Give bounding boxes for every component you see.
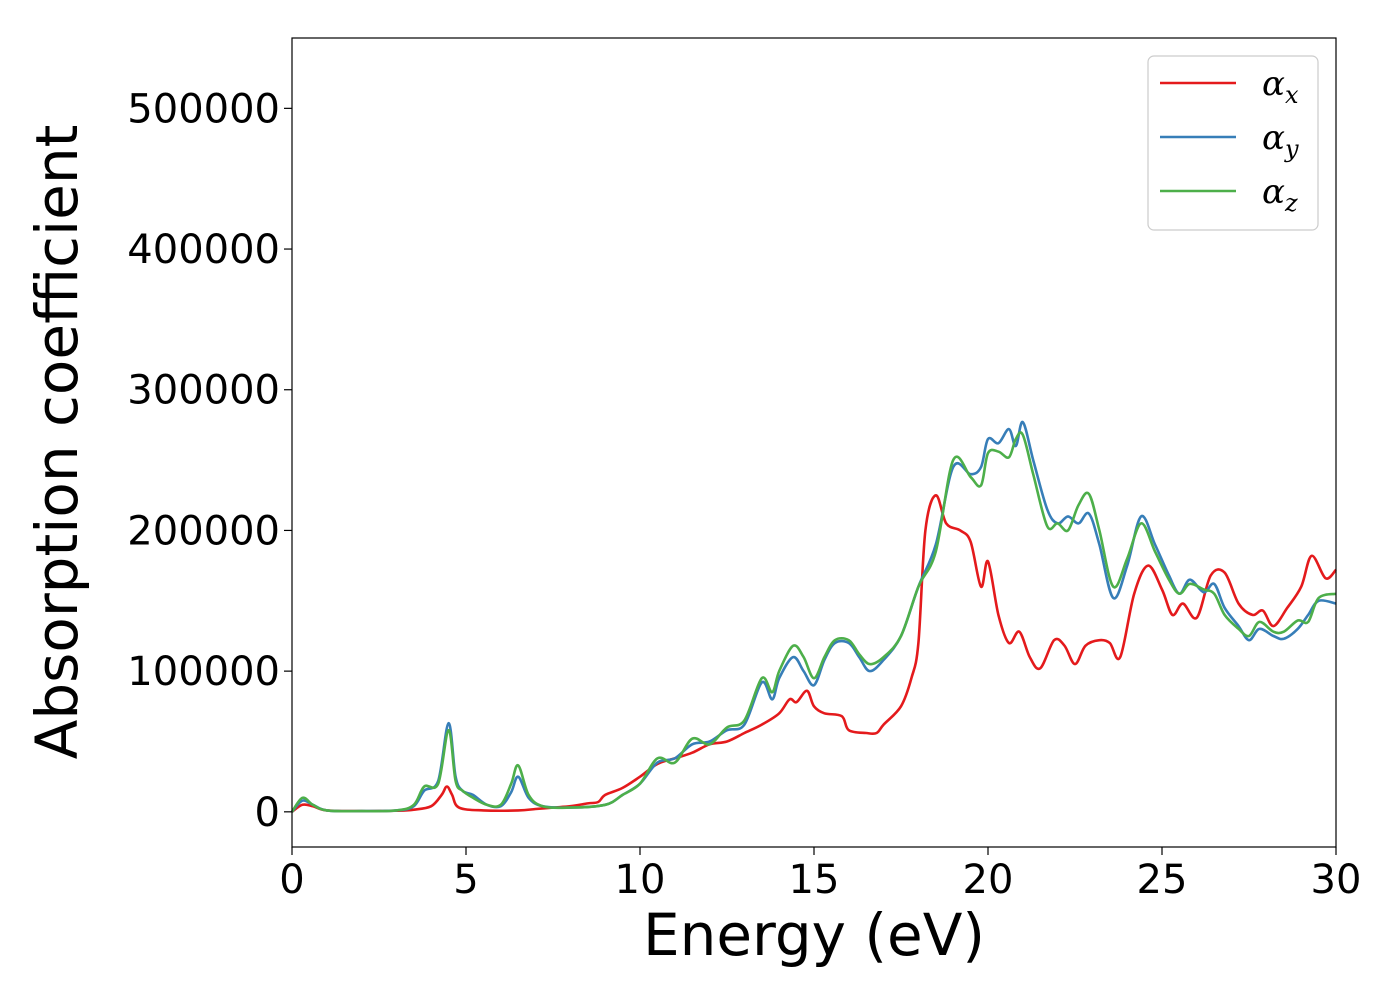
x-tick-label: 5 xyxy=(453,857,478,903)
x-tick-label: 20 xyxy=(963,857,1014,903)
y-axis-title: Absorption coefficient xyxy=(23,125,91,760)
x-tick-label: 10 xyxy=(615,857,666,903)
x-tick-label: 25 xyxy=(1137,857,1188,903)
y-tick-label: 300000 xyxy=(127,368,280,414)
x-axis-title: Energy (eV) xyxy=(643,901,985,969)
series-line-y xyxy=(291,420,1337,813)
x-axis: 0 5 10 15 20 25 30 xyxy=(279,847,1361,903)
y-tick-label: 500000 xyxy=(127,86,280,132)
y-axis: 0 100000 200000 300000 400000 500000 xyxy=(127,86,292,836)
x-tick-label: 0 xyxy=(279,857,304,903)
y-tick-label: 0 xyxy=(255,790,280,836)
series-line-z xyxy=(290,431,1337,813)
series-line-x xyxy=(291,493,1337,813)
legend-label-z: αz xyxy=(1262,172,1298,217)
series-layer xyxy=(290,420,1337,813)
x-tick-label: 30 xyxy=(1311,857,1362,903)
x-tick-label: 15 xyxy=(789,857,840,903)
y-tick-label: 400000 xyxy=(127,227,280,273)
y-tick-label: 200000 xyxy=(127,508,280,554)
y-tick-label: 100000 xyxy=(127,649,280,695)
legend-box xyxy=(1147,55,1319,231)
